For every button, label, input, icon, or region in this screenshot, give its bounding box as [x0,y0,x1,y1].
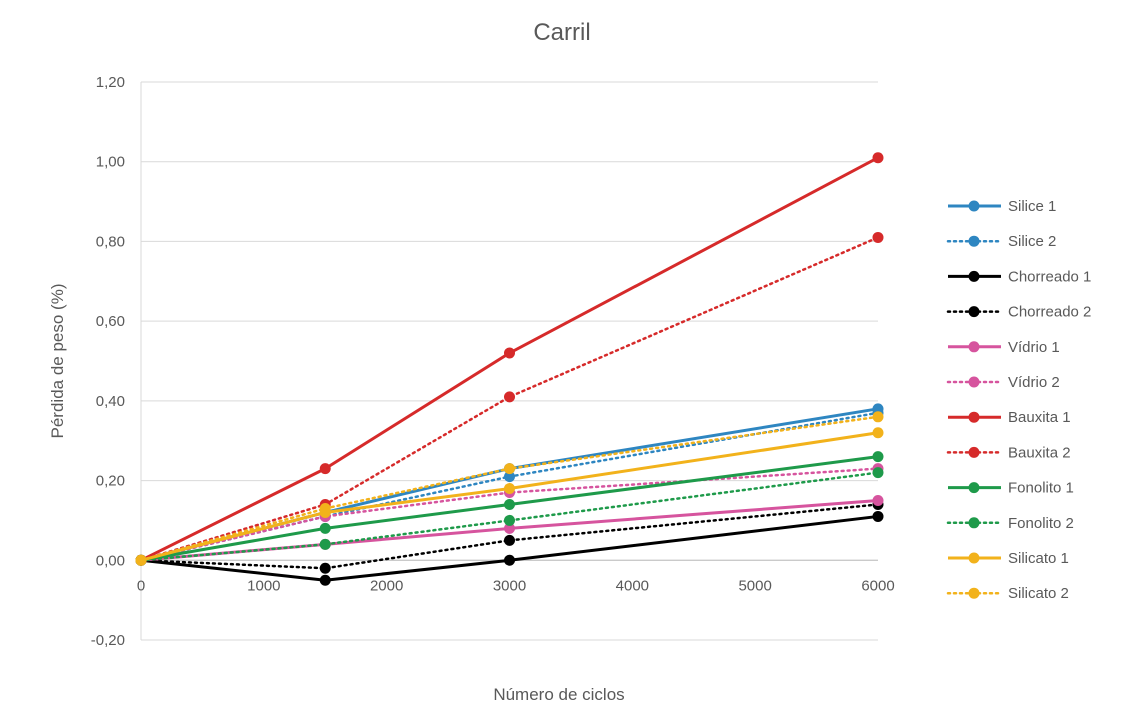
legend-label: Bauxita 2 [1008,444,1071,461]
legend-swatch-marker [968,587,980,599]
data-point [504,471,515,483]
legend-item: Silicato 2 [946,585,1069,602]
data-point [504,514,515,526]
legend-item: Fonolito 2 [946,515,1074,532]
data-point [872,451,884,463]
data-point [872,495,884,506]
data-point [504,522,515,534]
legend-swatch-marker [968,270,980,282]
series-line [140,156,879,562]
legend-item: Bauxita 1 [948,409,1071,426]
legend-item: Bauxita 2 [946,444,1071,461]
y-tick-label: 0,80 [96,233,125,250]
series-line [140,455,879,562]
series-line [139,411,880,562]
x-tick-label: 6000 [861,577,894,594]
y-tick-label: 0,60 [96,313,125,330]
legend-swatch-marker [968,306,980,318]
data-point [135,554,147,566]
legend-swatch-marker [968,235,980,247]
legend-item: Silicato 1 [948,550,1069,567]
y-axis-label: Pérdida de peso (%) [48,284,67,439]
legend-item: Fonolito 1 [948,480,1074,497]
y-tick-label: -0,20 [91,632,125,649]
series-line [140,514,879,582]
data-point [504,554,515,566]
series-line [139,236,880,562]
data-point [872,411,884,423]
data-point [504,483,515,495]
y-tick-label: 0,00 [96,552,125,569]
data-point [319,502,331,514]
data-point [504,463,515,475]
x-tick-labels: 0 1000 2000 3000 4000 5000 6000 [137,577,895,594]
x-tick-label: 2000 [370,577,403,594]
legend-item: Vídrio 2 [946,374,1060,391]
series-line [139,503,880,570]
legend-item: Chorreado 2 [946,304,1091,321]
x-tick-label: 4000 [616,577,649,594]
legend-item: Silice 1 [948,198,1056,215]
legend-label: Silicato 1 [1008,550,1069,567]
legend-label: Chorreado 2 [1008,304,1091,321]
x-tick-label: 1000 [247,577,280,594]
legend-swatch-marker [968,376,980,388]
data-point [319,562,331,574]
legend-label: Silice 2 [1008,233,1056,250]
x-axis-label: Número de ciclos [493,685,624,704]
data-point [319,574,331,586]
legend-swatch-marker [968,411,980,423]
legend-swatch-marker [968,517,980,529]
legend-item: Silice 2 [946,233,1056,250]
legend-label: Silice 1 [1008,198,1056,215]
data-point [872,510,884,522]
series-11 [135,411,884,566]
legend-label: Fonolito 2 [1008,515,1074,532]
legend-item: Vídrio 1 [948,339,1060,356]
data-point [872,427,884,439]
y-tick-label: 0,40 [96,393,125,410]
data-point [319,463,331,475]
legend-swatch-marker [968,341,980,353]
data-point [872,231,884,243]
y-tick-label: 0,20 [96,473,125,490]
x-tick-label: 3000 [493,577,526,594]
legend-swatch-marker [968,446,980,458]
legend-label: Fonolito 1 [1008,480,1074,497]
data-point [504,391,515,403]
data-point [319,522,331,534]
series-line [139,415,880,562]
legend-swatch-marker [968,482,980,494]
data-point [872,152,884,164]
legend-swatch-marker [968,200,980,212]
data-point [504,347,515,359]
data-point [872,467,884,479]
x-tick-label: 5000 [738,577,771,594]
legend-label: Chorreado 1 [1008,268,1091,285]
legend: Silice 1 Silice 2 Chorreado 1 Chorreado 2 Ví… [946,198,1091,602]
legend-label: Silicato 2 [1008,585,1069,602]
legend-label: Bauxita 1 [1008,409,1071,426]
series-line [139,471,880,562]
legend-label: Vídrio 2 [1008,374,1060,391]
legend-item: Chorreado 1 [948,268,1091,285]
series-line [140,431,879,562]
data-point [504,534,515,546]
series-lines [135,152,884,586]
x-tick-label: 0 [137,577,145,594]
y-tick-label: 1,00 [96,154,125,171]
y-tick-labels: -0,20 0,00 0,20 0,40 0,60 0,80 1,00 1,20 [91,74,125,649]
data-point [319,538,331,550]
y-tick-label: 1,20 [96,74,125,91]
chart-title: Carril [533,19,590,46]
legend-swatch-marker [968,552,980,564]
data-point [504,498,515,510]
legend-label: Vídrio 1 [1008,339,1060,356]
